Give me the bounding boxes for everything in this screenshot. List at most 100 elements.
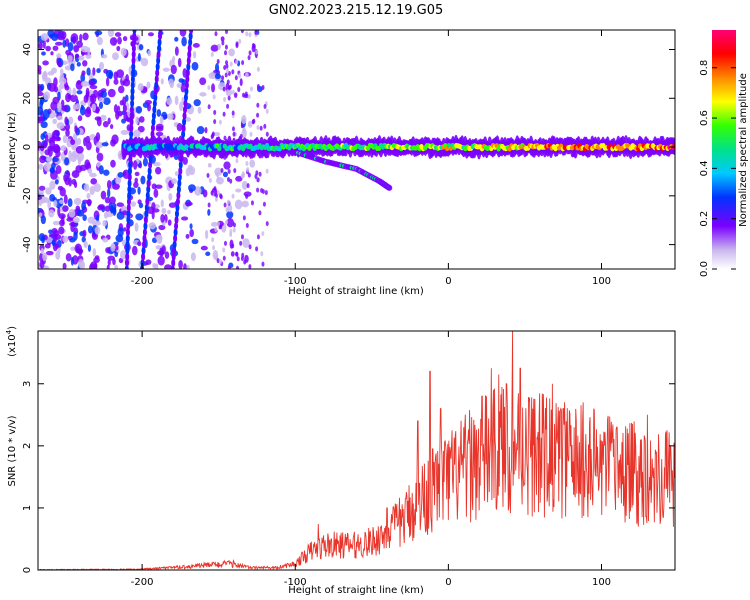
- heatmap-speckle: [87, 244, 92, 252]
- heatmap-speckle: [49, 194, 56, 202]
- heatmap-speckle: [72, 87, 77, 96]
- heatmap-speckle: [207, 209, 211, 216]
- heatmap-streak-0: [126, 215, 131, 224]
- heatmap-speckle: [87, 168, 93, 174]
- heatmap-speckle: [191, 61, 199, 71]
- heatmap-speckle: [265, 108, 269, 114]
- heatmap-speckle: [184, 117, 192, 122]
- snr-scale-prefix: (x10: [7, 334, 18, 357]
- heatmap-speckle: [213, 186, 217, 192]
- heatmap-speckle: [199, 77, 207, 86]
- heatmap-streak-0: [127, 179, 132, 188]
- figure-title: GN02.2023.215.12.19.G05: [269, 3, 444, 18]
- heatmap-speckle: [227, 95, 231, 101]
- heatmap-speckle: [104, 197, 111, 204]
- heatmap-speckle: [158, 224, 166, 231]
- heatmap-streak-1: [148, 154, 153, 163]
- heatmap-speckle: [226, 79, 230, 85]
- heatmap-speckle: [87, 225, 93, 234]
- heatmap-speckle: [94, 226, 101, 235]
- heatmap-streak-1: [158, 30, 163, 34]
- heatmap-speckle: [231, 69, 235, 75]
- heatmap-speckle: [166, 97, 173, 105]
- heatmap-speckle: [50, 51, 54, 56]
- heatmap-speckle: [134, 171, 140, 177]
- heatmap-speckle: [240, 256, 244, 262]
- heatmap-speckle: [38, 91, 44, 97]
- heatmap-streak-2: [187, 50, 192, 59]
- heatmap-speckle: [236, 256, 240, 262]
- heatmap-speckle: [48, 229, 53, 234]
- spectrogram-heatmap: [38, 30, 675, 269]
- heatmap-speckle: [244, 91, 248, 97]
- heatmap-speckle: [254, 30, 258, 35]
- heatmap-speckle: [40, 248, 45, 255]
- heatmap-speckle: [240, 234, 244, 240]
- heatmap-speckle: [261, 231, 265, 237]
- heatmap-speckle: [107, 88, 116, 98]
- heatmap-streak-1: [150, 124, 155, 133]
- heatmap-streak-0: [125, 228, 130, 237]
- heatmap-speckle: [66, 170, 70, 179]
- heatmap-speckle: [248, 50, 252, 56]
- heatmap-speckle: [121, 210, 129, 216]
- heatmap-speckle: [80, 80, 89, 87]
- heatmap-speckle: [92, 247, 97, 257]
- heatmap-speckle: [81, 70, 86, 76]
- heatmap-speckle: [91, 103, 97, 112]
- heatmap-speckle: [182, 68, 187, 78]
- heatmap-streak-1: [154, 81, 159, 90]
- heatmap-speckle: [42, 38, 46, 49]
- heatmap-streak-1: [145, 191, 150, 200]
- heatmap-speckle: [205, 251, 211, 257]
- heatmap-speckle: [213, 119, 217, 125]
- heatmap-speckle: [224, 44, 228, 50]
- heatmap-speckle: [140, 57, 149, 67]
- heatmap-speckle: [249, 86, 253, 92]
- heatmap-speckle: [160, 78, 164, 85]
- heatmap-speckle: [44, 243, 51, 249]
- heatmap-speckle: [97, 205, 104, 211]
- heatmap-speckle: [98, 61, 105, 70]
- heatmap-speckle: [131, 245, 138, 256]
- heatmap-streak-0: [131, 44, 136, 53]
- heatmap-streak-1: [151, 117, 156, 126]
- heatmap-speckle: [62, 262, 67, 269]
- heatmap-speckle: [192, 43, 200, 48]
- heatmap-speckle: [227, 265, 231, 269]
- heatmap-speckle: [110, 205, 114, 214]
- heatmap-streak-0: [126, 197, 131, 206]
- heatmap-speckle: [140, 175, 146, 185]
- heatmap-speckle: [185, 233, 190, 239]
- heatmap-speckle: [75, 103, 80, 110]
- heatmap-speckle: [120, 249, 127, 260]
- heatmap-streak-2: [186, 62, 191, 71]
- heatmap-speckle: [155, 131, 164, 137]
- heatmap-speckle: [40, 215, 46, 225]
- heatmap-speckle: [110, 139, 116, 147]
- heatmap-speckle: [54, 243, 59, 250]
- heatmap-speckle: [60, 145, 67, 151]
- heatmap-speckle: [94, 220, 101, 226]
- heatmap-streak-2: [178, 166, 183, 175]
- heatmap-speckle: [74, 125, 78, 134]
- heatmap-streak-0: [127, 173, 132, 182]
- heatmap-speckle: [229, 232, 233, 238]
- heatmap-speckle: [62, 39, 67, 48]
- heatmap-streak-1: [158, 32, 163, 41]
- heatmap-speckle: [98, 97, 105, 104]
- heatmap-speckle: [212, 245, 216, 251]
- heatmap-speckle: [228, 84, 232, 90]
- heatmap-speckle: [214, 196, 218, 202]
- heatmap-speckle: [223, 240, 227, 246]
- heatmap-speckle: [146, 81, 151, 89]
- heatmap-streak-0: [127, 185, 132, 194]
- heatmap-speckle: [213, 109, 217, 115]
- heatmap-speckle: [86, 192, 91, 200]
- snr-x-axis-label: Height of straight line (km): [288, 585, 424, 596]
- heatmap-streak-1: [153, 93, 158, 102]
- heatmap-speckle: [217, 221, 221, 227]
- heatmap-streak-0: [128, 154, 133, 163]
- heatmap-streak-0: [125, 240, 130, 249]
- heatmap-speckle: [168, 192, 173, 201]
